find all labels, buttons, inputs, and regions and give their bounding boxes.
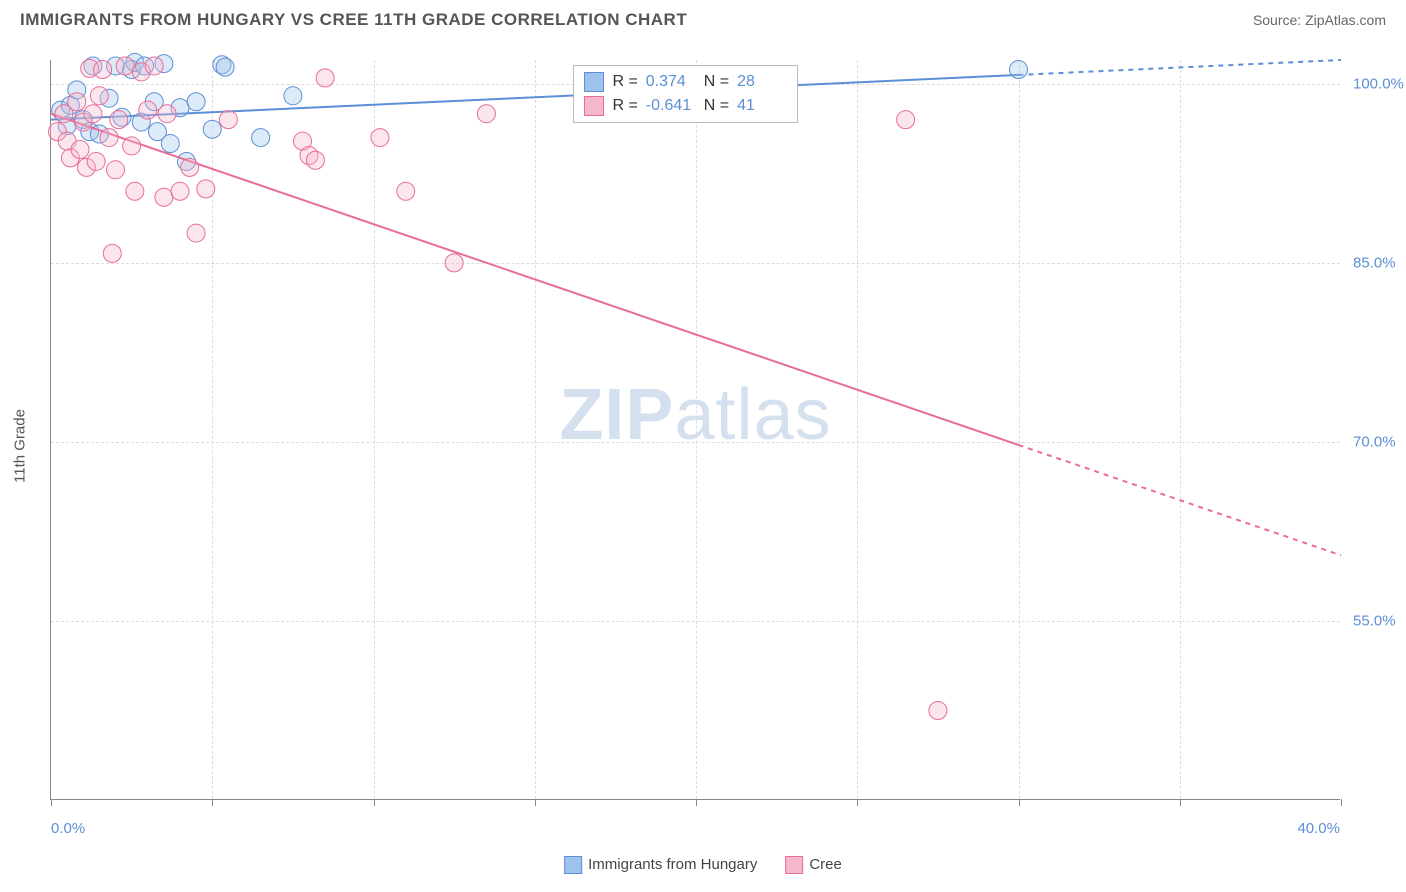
x-tick bbox=[696, 799, 697, 806]
legend-swatch bbox=[564, 856, 582, 874]
legend-swatch bbox=[785, 856, 803, 874]
data-point bbox=[284, 87, 302, 105]
source-label: Source: ZipAtlas.com bbox=[1253, 12, 1386, 28]
x-tick bbox=[374, 799, 375, 806]
stats-row: R = 0.374 N = 28 bbox=[584, 70, 787, 94]
regression-line-dashed bbox=[1019, 445, 1342, 555]
data-point bbox=[306, 151, 324, 169]
stats-n-label: N = bbox=[704, 97, 729, 115]
data-point bbox=[71, 141, 89, 159]
regression-line-dashed bbox=[1019, 60, 1342, 75]
data-point bbox=[100, 129, 118, 147]
data-point bbox=[90, 87, 108, 105]
data-point bbox=[94, 61, 112, 79]
x-tick bbox=[857, 799, 858, 806]
x-tick bbox=[535, 799, 536, 806]
chart-title: IMMIGRANTS FROM HUNGARY VS CREE 11TH GRA… bbox=[20, 10, 687, 30]
data-point bbox=[187, 224, 205, 242]
stats-box: R = 0.374 N = 28 R = -0.641 N = 41 bbox=[573, 65, 798, 123]
x-tick bbox=[1180, 799, 1181, 806]
data-point bbox=[203, 120, 221, 138]
header: IMMIGRANTS FROM HUNGARY VS CREE 11TH GRA… bbox=[0, 0, 1406, 38]
legend-bottom: Immigrants from Hungary Cree bbox=[564, 856, 842, 874]
y-tick-label: 85.0% bbox=[1353, 254, 1396, 271]
data-point bbox=[897, 111, 915, 129]
stats-r-label: R = bbox=[612, 73, 637, 91]
plot-svg bbox=[51, 60, 1340, 799]
data-point bbox=[84, 105, 102, 123]
stats-r-value: 0.374 bbox=[646, 73, 696, 91]
data-point bbox=[126, 182, 144, 200]
data-point bbox=[107, 161, 125, 179]
y-axis-label: 11th Grade bbox=[12, 409, 29, 483]
x-tick bbox=[1341, 799, 1342, 806]
data-point bbox=[181, 158, 199, 176]
data-point bbox=[1010, 61, 1028, 79]
chart-plot-area: ZIPatlas R =0.374N =28R =-0.641N =41 100… bbox=[50, 60, 1340, 800]
data-point bbox=[397, 182, 415, 200]
data-point bbox=[929, 701, 947, 719]
y-tick-label: 55.0% bbox=[1353, 612, 1396, 629]
data-point bbox=[145, 57, 163, 75]
data-point bbox=[219, 111, 237, 129]
x-label-right: 40.0% bbox=[1297, 820, 1340, 837]
data-point bbox=[158, 105, 176, 123]
data-point bbox=[216, 58, 234, 76]
stats-n-label: N = bbox=[704, 73, 729, 91]
stats-swatch bbox=[584, 72, 604, 92]
legend-label: Cree bbox=[809, 856, 842, 873]
legend-item: Immigrants from Hungary bbox=[564, 856, 757, 874]
stats-n-value: 41 bbox=[737, 97, 787, 115]
data-point bbox=[445, 254, 463, 272]
x-tick bbox=[1019, 799, 1020, 806]
data-point bbox=[252, 129, 270, 147]
stats-r-label: R = bbox=[612, 97, 637, 115]
data-point bbox=[68, 93, 86, 111]
legend-label: Immigrants from Hungary bbox=[588, 856, 757, 873]
x-tick bbox=[212, 799, 213, 806]
data-point bbox=[116, 57, 134, 75]
data-point bbox=[161, 135, 179, 153]
x-label-left: 0.0% bbox=[51, 820, 85, 837]
data-point bbox=[103, 244, 121, 262]
y-tick-label: 70.0% bbox=[1353, 433, 1396, 450]
stats-n-value: 28 bbox=[737, 73, 787, 91]
data-point bbox=[139, 101, 157, 119]
data-point bbox=[187, 93, 205, 111]
data-point bbox=[477, 105, 495, 123]
stats-swatch bbox=[584, 96, 604, 116]
legend-item: Cree bbox=[785, 856, 842, 874]
data-point bbox=[316, 69, 334, 87]
data-point bbox=[110, 111, 128, 129]
stats-row: R = -0.641 N = 41 bbox=[584, 94, 787, 118]
data-point bbox=[371, 129, 389, 147]
data-point bbox=[87, 152, 105, 170]
x-tick bbox=[51, 799, 52, 806]
y-tick-label: 100.0% bbox=[1353, 75, 1404, 92]
stats-r-value: -0.641 bbox=[646, 97, 696, 115]
data-point bbox=[171, 182, 189, 200]
data-point bbox=[197, 180, 215, 198]
data-point bbox=[155, 188, 173, 206]
data-point bbox=[123, 137, 141, 155]
